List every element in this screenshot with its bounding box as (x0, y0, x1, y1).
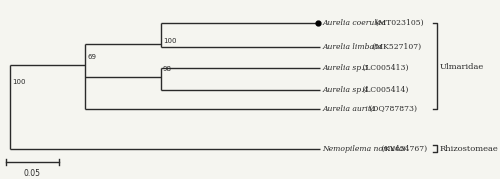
Text: (MT023105): (MT023105) (373, 19, 424, 27)
Text: (DQ787873): (DQ787873) (366, 105, 416, 113)
Text: Aurelia limbata: Aurelia limbata (322, 43, 382, 50)
Text: 100: 100 (163, 38, 176, 44)
Text: (LC005414): (LC005414) (360, 86, 408, 94)
Text: (KY454767): (KY454767) (380, 145, 428, 153)
Text: Nemopilema nomurai: Nemopilema nomurai (322, 145, 406, 153)
Text: Aurelia aurita: Aurelia aurita (322, 105, 376, 113)
Text: 100: 100 (12, 79, 26, 85)
Text: Aurelia sp.3: Aurelia sp.3 (322, 64, 368, 72)
Text: Ulmaridae: Ulmaridae (440, 63, 484, 71)
Text: 69: 69 (88, 54, 96, 60)
Text: (MK527107): (MK527107) (370, 43, 421, 50)
Text: (LC005413): (LC005413) (360, 64, 409, 72)
Text: Aurelia coerulea: Aurelia coerulea (322, 19, 386, 27)
Text: 0.05: 0.05 (24, 169, 41, 178)
Text: Rhizostomeae: Rhizostomeae (440, 145, 498, 153)
Text: Aurelia sp.4: Aurelia sp.4 (322, 86, 368, 94)
Text: 98: 98 (163, 66, 172, 72)
